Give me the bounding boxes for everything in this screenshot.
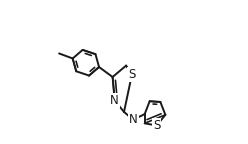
Text: N: N [129, 113, 138, 126]
Text: N: N [110, 94, 119, 107]
Text: S: S [153, 119, 160, 132]
Text: S: S [128, 68, 135, 81]
